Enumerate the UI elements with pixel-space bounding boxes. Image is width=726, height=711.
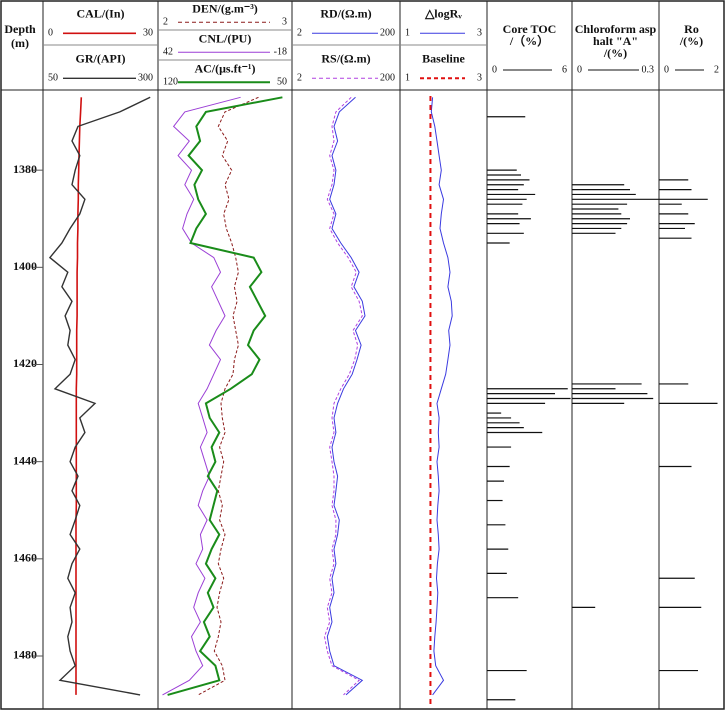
log-curve xyxy=(162,96,241,696)
scale-min: 2 xyxy=(297,73,302,84)
depth-unit: (m) xyxy=(11,36,29,50)
track-title: /（%） xyxy=(509,33,549,48)
curve-name: Baseline xyxy=(422,52,465,66)
scale-min: 50 xyxy=(48,73,58,84)
scale-max: 200 xyxy=(380,28,395,39)
track-title: /(%) xyxy=(679,34,703,48)
curve-name: CAL/(In) xyxy=(76,7,124,21)
scale-max: 3 xyxy=(477,73,482,84)
depth-tick-label: 1480 xyxy=(13,648,37,662)
curve-name: DEN/(g.m⁻³) xyxy=(192,2,258,16)
depth-tick-label: 1420 xyxy=(13,356,37,370)
scale-max: 300 xyxy=(138,73,153,84)
curve-name: RD/(Ω.m) xyxy=(320,7,371,21)
track-title: Core TOC xyxy=(503,22,557,36)
scale-max: 3 xyxy=(477,28,482,39)
log-curve xyxy=(167,96,283,696)
scale-max: -18 xyxy=(274,46,287,57)
scale-min: 1 xyxy=(405,28,410,39)
scale-min: 2 xyxy=(297,28,302,39)
scale-max: 50 xyxy=(277,76,287,87)
scale-min: 2 xyxy=(163,16,168,27)
log-curve xyxy=(197,96,259,696)
scale-min: 0 xyxy=(48,28,53,39)
log-curve xyxy=(326,96,366,696)
scale-min: 0 xyxy=(492,64,497,75)
track-title: Chloroform asp xyxy=(575,22,657,36)
depth-tick-label: 1460 xyxy=(13,551,37,565)
log-curve xyxy=(323,96,363,696)
depth-title: Depth xyxy=(4,22,36,36)
scale-min: 42 xyxy=(163,46,173,57)
curve-name: RS/(Ω.m) xyxy=(321,52,370,66)
scale-min: 1 xyxy=(405,73,410,84)
track-title: /(%) xyxy=(603,46,627,60)
depth-tick-label: 1400 xyxy=(13,259,37,273)
scale-max: 200 xyxy=(380,73,395,84)
scale-min: 120 xyxy=(163,76,178,87)
scale-max: 6 xyxy=(562,64,567,75)
log-curve xyxy=(430,97,453,696)
depth-tick-label: 1380 xyxy=(13,162,37,176)
scale-max: 30 xyxy=(143,28,153,39)
curve-name: GR/(API) xyxy=(76,52,126,66)
track-title: Ro xyxy=(684,22,699,36)
depth-tick-label: 1440 xyxy=(13,453,37,467)
log-curve xyxy=(48,96,151,696)
scale-max: 3 xyxy=(282,16,287,27)
curve-name: △logRᵥ xyxy=(424,7,462,21)
scale-max: 2 xyxy=(714,64,719,75)
scale-min: 0 xyxy=(664,64,669,75)
curve-name: AC/(μs.ft⁻¹) xyxy=(194,62,255,76)
curve-name: CNL/(PU) xyxy=(199,32,252,46)
track-title: halt "A" xyxy=(593,34,638,48)
scale-max: 0.3 xyxy=(642,64,655,75)
scale-min: 0 xyxy=(577,64,582,75)
